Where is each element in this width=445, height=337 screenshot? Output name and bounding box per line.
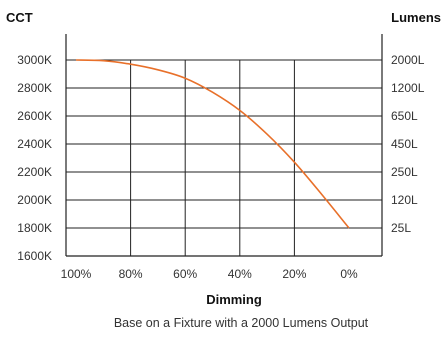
y2-tick-label: 650L [391,109,418,123]
y-axis-title: CCT [6,10,33,25]
y2-tick-label: 450L [391,137,418,151]
x-axis-title: Dimming [206,292,262,307]
x-tick-label: 40% [228,267,252,281]
y-tick-label: 2800K [17,81,52,95]
y-tick-label: 2000K [17,193,52,207]
y-tick-label: 2400K [17,137,52,151]
x-tick-label: 60% [173,267,197,281]
y-tick-label: 2600K [17,109,52,123]
y2-tick-label: 250L [391,165,418,179]
y2-tick-label: 25L [391,221,411,235]
y2-tick-label: 2000L [391,53,425,67]
y-tick-label: 3000K [17,53,52,67]
y2-axis-title: Lumens [391,10,441,25]
cct-curve [75,59,350,229]
y-tick-label: 2200K [17,165,52,179]
y-tick-label: 1600K [17,249,52,263]
x-tick-label: 80% [119,267,143,281]
y2-tick-label: 1200L [391,81,425,95]
x-tick-label: 100% [61,267,92,281]
data-line [75,59,350,229]
y-tick-label: 1800K [17,221,52,235]
chart-caption: Base on a Fixture with a 2000 Lumens Out… [114,316,369,330]
x-tick-label: 20% [282,267,306,281]
axes: 3000K 2800K 2600K 2400K 2200K 2000K 1800K 1600K… [17,34,425,281]
y2-tick-label: 120L [391,193,418,207]
grid [66,59,382,256]
x-tick-label: 0% [340,267,358,281]
